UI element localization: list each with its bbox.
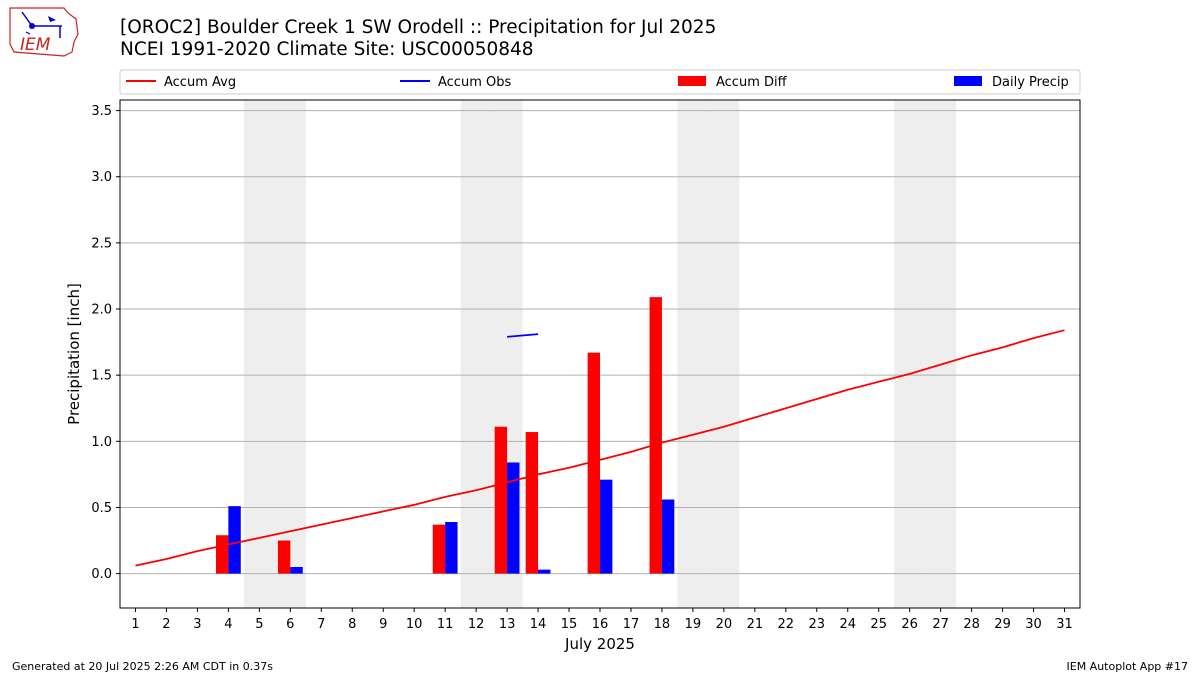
app-credit: IEM Autoplot App #17 [1066,660,1189,673]
daily-precip-bar [507,462,520,574]
weekend-band [274,100,306,608]
daily-precip-bar [661,499,675,574]
accum-obs-line [507,333,539,338]
accum-diff-bar [649,297,662,574]
x-tick-label: 28 [963,617,980,632]
x-tick-label: 8 [348,617,356,632]
legend-label: Daily Precip [992,75,1069,90]
iem-logo: IEM [9,7,79,57]
weather-station-icon [21,11,62,38]
x-tick-label: 14 [530,617,547,632]
daily-precip-bar [600,479,613,574]
y-axis-label: Precipitation [inch] [65,283,83,425]
y-tick-label: 3.5 [91,104,112,119]
legend-bar-swatch [954,76,982,86]
lines [135,329,1065,567]
weekend-band [708,100,740,608]
y-tick-label: 0.0 [91,567,112,582]
x-tick-label: 9 [379,617,387,632]
accum-diff-bar [525,432,539,574]
legend-box [119,69,1081,95]
daily-precip-bar [290,566,303,574]
x-tick-label: 1 [131,617,139,632]
chart-title: [OROC2] Boulder Creek 1 SW Orodell :: Pr… [120,17,717,38]
legend-bar-swatch [678,76,706,86]
legend-label: Accum Avg [164,75,236,90]
x-tick-label: 12 [468,617,485,632]
x-tick-label: 10 [406,617,423,632]
weekend-band [925,100,957,608]
x-tick-label: 4 [224,617,232,632]
x-tick-label: 6 [286,617,294,632]
y-tick-label: 3.0 [91,170,112,185]
legend-label: Accum Obs [438,75,511,90]
y-tick-label: 2.0 [91,303,112,318]
x-tick-label: 5 [255,617,263,632]
x-tick-label: 22 [778,617,795,632]
weekend-band [677,100,709,608]
x-tick-label: 16 [592,617,609,632]
accum-diff-bar [494,426,508,574]
weekend-band [243,100,275,608]
x-tick-label: 3 [193,617,201,632]
x-tick-label: 26 [901,617,918,632]
x-axis-ticks: 1 2 3 4 5 6 7 8 9 10 11 12 13 14 15 16 17 18 19 20 21 22 23 24 2… [131,608,1073,632]
x-tick-label: 24 [839,617,856,632]
y-tick-label: 0.5 [91,501,112,516]
x-tick-label: 23 [809,617,826,632]
logo-text: IEM [20,35,51,55]
daily-precip-bar [538,569,551,574]
weekend-band [460,100,492,608]
daily-precip-bar [445,522,458,574]
y-axis-ticks: 0.0 0.5 1.0 1.5 2.0 2.5 3.0 3.5 [91,104,120,582]
x-tick-label: 17 [623,617,640,632]
chart-subtitle: NCEI 1991-2020 Climate Site: USC00050848 [120,39,534,60]
x-axis-label: July 2025 [564,635,635,653]
accum-diff-bar [432,524,446,574]
x-tick-label: 25 [870,617,887,632]
x-tick-label: 29 [994,617,1011,632]
x-tick-label: 7 [317,617,325,632]
x-tick-label: 18 [654,617,671,632]
y-tick-label: 1.5 [91,369,112,384]
y-tick-label: 2.5 [91,236,112,251]
legend: Accum Avg Accum Obs Accum Diff Daily Precip [119,69,1081,95]
daily-precip-bar [228,506,241,574]
weekend-band [894,100,926,608]
generated-timestamp: Generated at 20 Jul 2025 2:26 AM CDT in … [12,660,273,673]
accum-avg-line [135,329,1065,567]
accum-diff-bar [216,535,229,574]
x-tick-label: 31 [1056,617,1073,632]
x-tick-label: 30 [1025,617,1042,632]
x-tick-label: 13 [499,617,516,632]
x-tick-label: 15 [561,617,578,632]
legend-label: Accum Diff [716,75,788,90]
x-tick-label: 2 [162,617,170,632]
accum-diff-bar [587,352,600,574]
x-tick-label: 11 [437,617,454,632]
x-tick-label: 20 [716,617,733,632]
x-tick-label: 21 [747,617,764,632]
bars [216,297,675,574]
y-tick-label: 1.0 [91,435,112,450]
x-tick-label: 19 [685,617,702,632]
accum-diff-bar [277,540,291,574]
x-tick-label: 27 [932,617,949,632]
